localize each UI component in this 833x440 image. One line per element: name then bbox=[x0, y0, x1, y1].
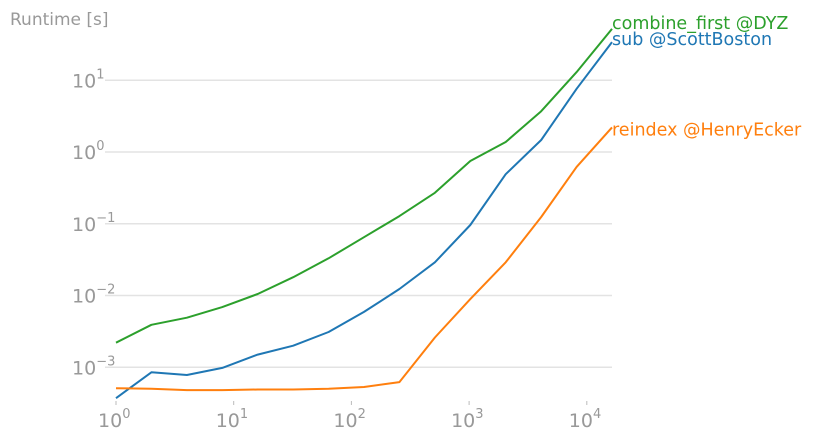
x-tick-label: 100 bbox=[98, 407, 130, 432]
y-tick-label: 10−3 bbox=[72, 354, 115, 379]
series-line bbox=[115, 28, 613, 344]
x-axis: 100 101 102 103 104 bbox=[98, 401, 601, 432]
x-tick-label: 104 bbox=[569, 407, 601, 432]
series-lines bbox=[115, 28, 613, 400]
series-line bbox=[115, 126, 613, 392]
x-tick-label: 101 bbox=[216, 407, 248, 432]
chart-title: Runtime [s] bbox=[10, 10, 109, 30]
series-label: sub @ScottBoston bbox=[612, 30, 772, 50]
y-axis: 10−3 10−2 10−1 100 101 bbox=[72, 67, 115, 379]
x-tick-label: 102 bbox=[333, 407, 365, 432]
y-tick-label: 10−1 bbox=[72, 211, 115, 236]
x-tick-label: 103 bbox=[451, 407, 483, 432]
y-tick-label: 10−2 bbox=[72, 283, 115, 308]
series-label: combine_first @DYZ bbox=[612, 14, 788, 34]
series-label: reindex @HenryEcker bbox=[612, 120, 802, 140]
y-tick-label: 100 bbox=[72, 139, 104, 164]
series-line bbox=[115, 41, 613, 400]
y-tick-label: 101 bbox=[72, 67, 104, 92]
